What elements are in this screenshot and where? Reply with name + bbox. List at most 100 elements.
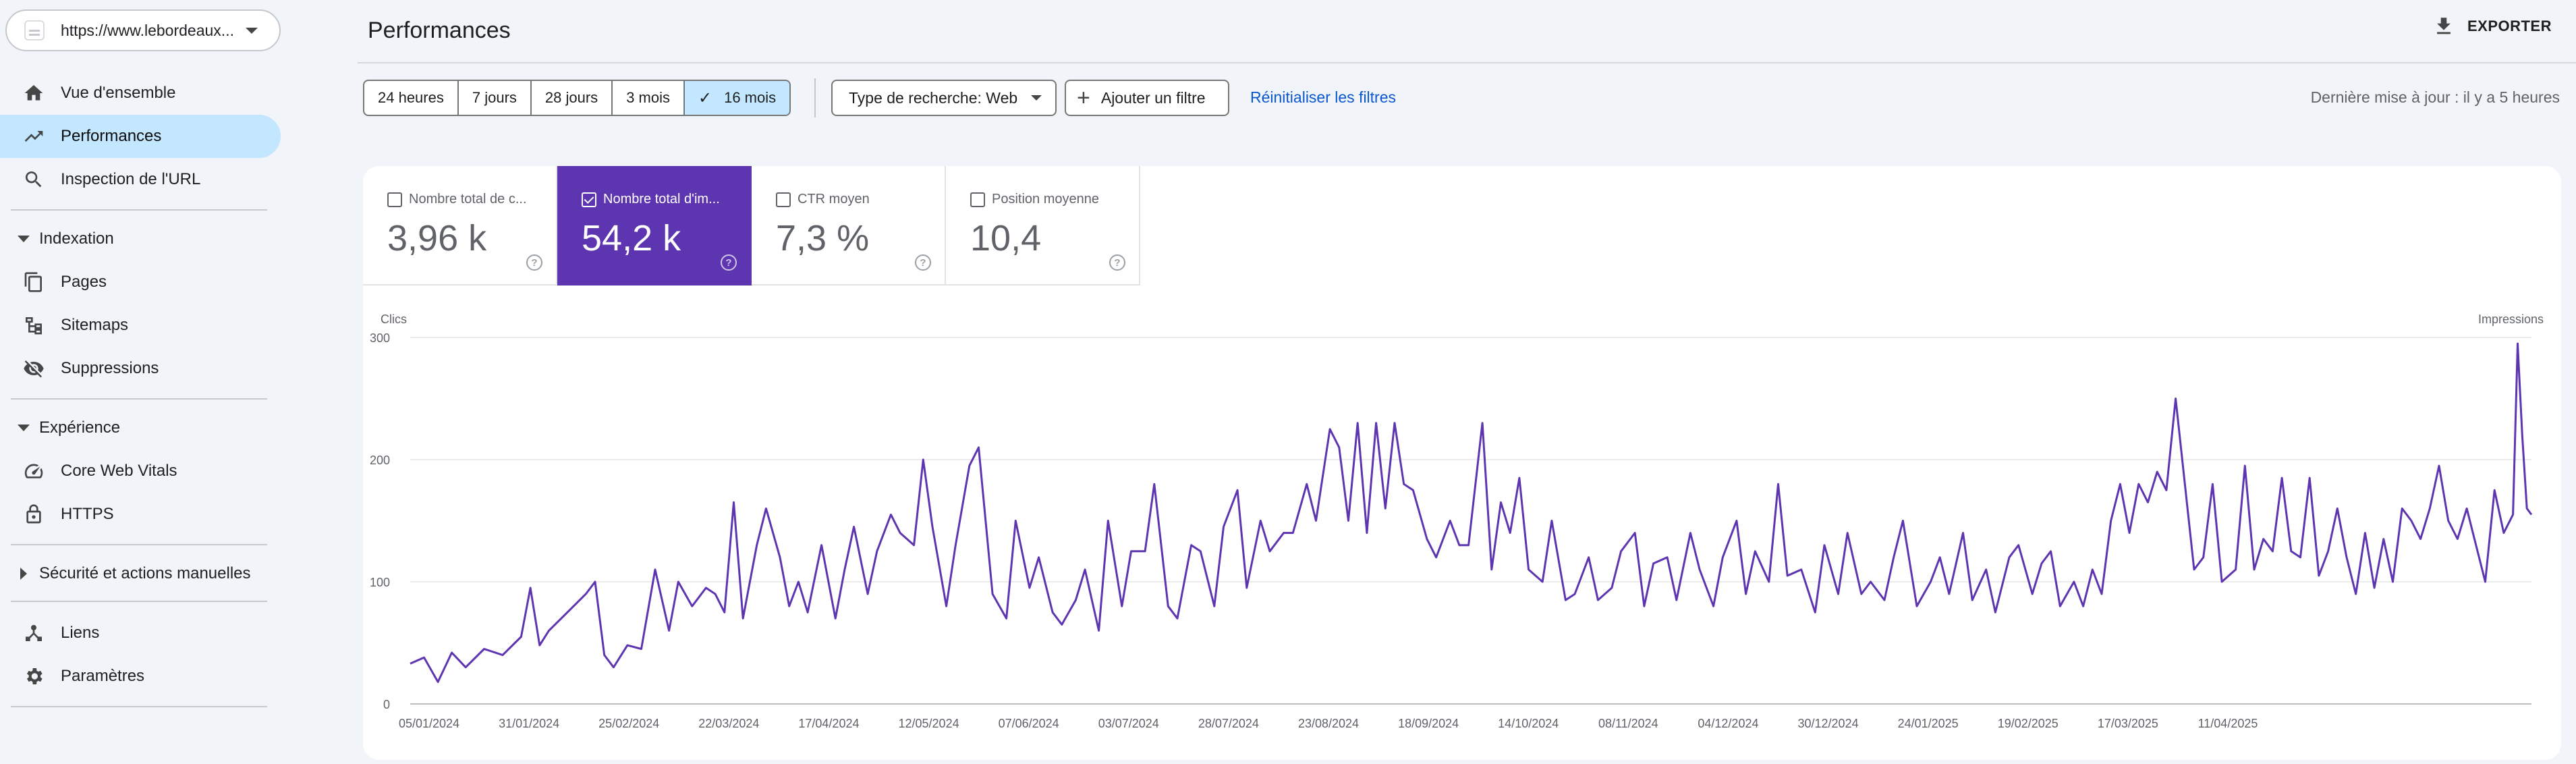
- sitemap-icon: [22, 313, 46, 337]
- lock-icon: [22, 502, 46, 526]
- property-url: https://www.lebordeaux...: [61, 21, 234, 39]
- metric-label: Nombre total de c...: [409, 192, 527, 207]
- range-28d[interactable]: 28 jours: [532, 81, 613, 115]
- plus-icon: +: [1077, 85, 1090, 111]
- sidebar-item-settings[interactable]: Paramètres: [0, 655, 281, 698]
- metric-total-impressions[interactable]: Nombre total d'im... 54,2 k ?: [557, 166, 752, 285]
- sidebar-item-label: Liens: [61, 624, 100, 642]
- metric-value: 10,4: [970, 218, 1042, 258]
- sidebar-item-performance[interactable]: Performances: [0, 115, 281, 158]
- sidebar-item-removals[interactable]: Suppressions: [0, 347, 281, 390]
- y-tick-label: 0: [383, 698, 390, 711]
- x-tick-label: 24/01/2025: [1898, 717, 1959, 730]
- x-tick-label: 11/04/2025: [2198, 717, 2258, 730]
- chevron-down-icon: [246, 27, 258, 34]
- checkbox-icon: [776, 192, 791, 207]
- range-24h[interactable]: 24 heures: [364, 81, 459, 115]
- site-favicon-icon: [24, 20, 45, 40]
- pages-icon: [22, 270, 46, 294]
- sidebar-item-label: Performances: [61, 127, 162, 145]
- export-label: EXPORTER: [2467, 18, 2552, 34]
- export-button[interactable]: EXPORTER: [2432, 15, 2552, 38]
- divider: [11, 601, 267, 602]
- help-icon[interactable]: ?: [1109, 254, 1125, 271]
- metric-total-clicks[interactable]: Nombre total de c... 3,96 k ?: [363, 166, 557, 285]
- property-selector[interactable]: https://www.lebordeaux...: [5, 9, 281, 51]
- section-indexation[interactable]: Indexation: [0, 221, 281, 257]
- range-label: 16 mois: [724, 89, 777, 106]
- x-tick-label: 18/09/2024: [1398, 717, 1459, 730]
- visibility-off-icon: [22, 356, 46, 381]
- sidebar-item-url-inspection[interactable]: Inspection de l'URL: [0, 158, 281, 201]
- range-16m[interactable]: ✓ 16 mois: [684, 81, 790, 115]
- page-title: Performances: [368, 18, 511, 43]
- speed-icon: [22, 459, 46, 483]
- metric-label: Nombre total d'im...: [603, 192, 720, 207]
- links-icon: [22, 621, 46, 645]
- sidebar-item-label: Inspection de l'URL: [61, 170, 201, 188]
- reset-filters-link[interactable]: Réinitialiser les filtres: [1250, 88, 1397, 106]
- x-tick-label: 05/01/2024: [399, 717, 459, 730]
- checkbox-icon: [387, 192, 402, 207]
- add-filter-label: Ajouter un filtre: [1100, 88, 1206, 107]
- chevron-down-icon: [1031, 95, 1042, 101]
- metric-value: 54,2 k: [582, 218, 681, 258]
- metric-average-ctr[interactable]: CTR moyen 7,3 % ?: [752, 166, 946, 285]
- divider: [11, 398, 267, 400]
- sidebar-item-label: Paramètres: [61, 667, 145, 685]
- range-7d[interactable]: 7 jours: [459, 81, 532, 115]
- sidebar-item-label: Vue d'ensemble: [61, 84, 176, 102]
- section-experience[interactable]: Expérience: [0, 410, 281, 446]
- metric-label: CTR moyen: [797, 192, 870, 207]
- x-tick-label: 03/07/2024: [1098, 717, 1159, 730]
- x-tick-label: 17/04/2024: [798, 717, 859, 730]
- x-tick-label: 07/06/2024: [999, 717, 1059, 730]
- range-3m[interactable]: 3 mois: [613, 81, 685, 115]
- sidebar-item-https[interactable]: HTTPS: [0, 493, 281, 536]
- x-tick-label: 22/03/2024: [698, 717, 759, 730]
- x-tick-label: 28/07/2024: [1198, 717, 1259, 730]
- metric-value: 3,96 k: [387, 218, 487, 258]
- search-type-dropdown[interactable]: Type de recherche: Web: [831, 80, 1057, 116]
- last-updated: Dernière mise à jour : il y a 5 heures: [2310, 88, 2560, 106]
- sidebar-item-sitemaps[interactable]: Sitemaps: [0, 304, 281, 347]
- y-tick-label: 100: [370, 576, 390, 589]
- add-filter-button[interactable]: + Ajouter un filtre: [1065, 80, 1229, 116]
- sidebar-item-links[interactable]: Liens: [0, 611, 281, 655]
- checkbox-icon: [970, 192, 985, 207]
- metric-average-position[interactable]: Position moyenne 10,4 ?: [946, 166, 1140, 285]
- x-tick-label: 31/01/2024: [499, 717, 559, 730]
- header-divider: [358, 62, 2576, 63]
- sidebar-item-overview[interactable]: Vue d'ensemble: [0, 72, 281, 115]
- help-icon[interactable]: ?: [526, 254, 542, 271]
- x-tick-label: 23/08/2024: [1298, 717, 1359, 730]
- right-axis-label: Impressions: [2478, 312, 2544, 326]
- x-tick-label: 25/02/2024: [598, 717, 659, 730]
- help-icon[interactable]: ?: [915, 254, 931, 271]
- section-label: Expérience: [39, 418, 121, 437]
- sidebar-item-label: HTTPS: [61, 505, 114, 523]
- section-security[interactable]: Sécurité et actions manuelles: [0, 555, 281, 592]
- x-tick-label: 19/02/2025: [1998, 717, 2059, 730]
- sidebar-item-pages[interactable]: Pages: [0, 261, 281, 304]
- search-type-label: Type de recherche: Web: [849, 88, 1018, 107]
- sidebar-item-core-web-vitals[interactable]: Core Web Vitals: [0, 449, 281, 493]
- filter-divider: [814, 78, 816, 117]
- x-tick-label: 14/10/2024: [1498, 717, 1559, 730]
- caret-down-icon: [18, 236, 30, 242]
- search-icon: [22, 167, 46, 192]
- sidebar-item-label: Pages: [61, 273, 107, 291]
- gear-icon: [22, 664, 46, 688]
- download-icon: [2437, 18, 2451, 34]
- help-icon[interactable]: ?: [721, 254, 737, 271]
- trending-up-icon: [22, 124, 46, 148]
- sidebar-item-label: Sitemaps: [61, 316, 129, 334]
- section-label: Sécurité et actions manuelles: [39, 564, 251, 582]
- sidebar: https://www.lebordeaux... Vue d'ensemble…: [0, 0, 283, 764]
- metric-value: 7,3 %: [776, 218, 870, 258]
- x-tick-label: 04/12/2024: [1698, 717, 1758, 730]
- caret-right-icon: [20, 568, 27, 580]
- caret-down-icon: [18, 425, 30, 431]
- x-tick-label: 08/11/2024: [1598, 717, 1658, 730]
- sidebar-item-label: Core Web Vitals: [61, 462, 177, 480]
